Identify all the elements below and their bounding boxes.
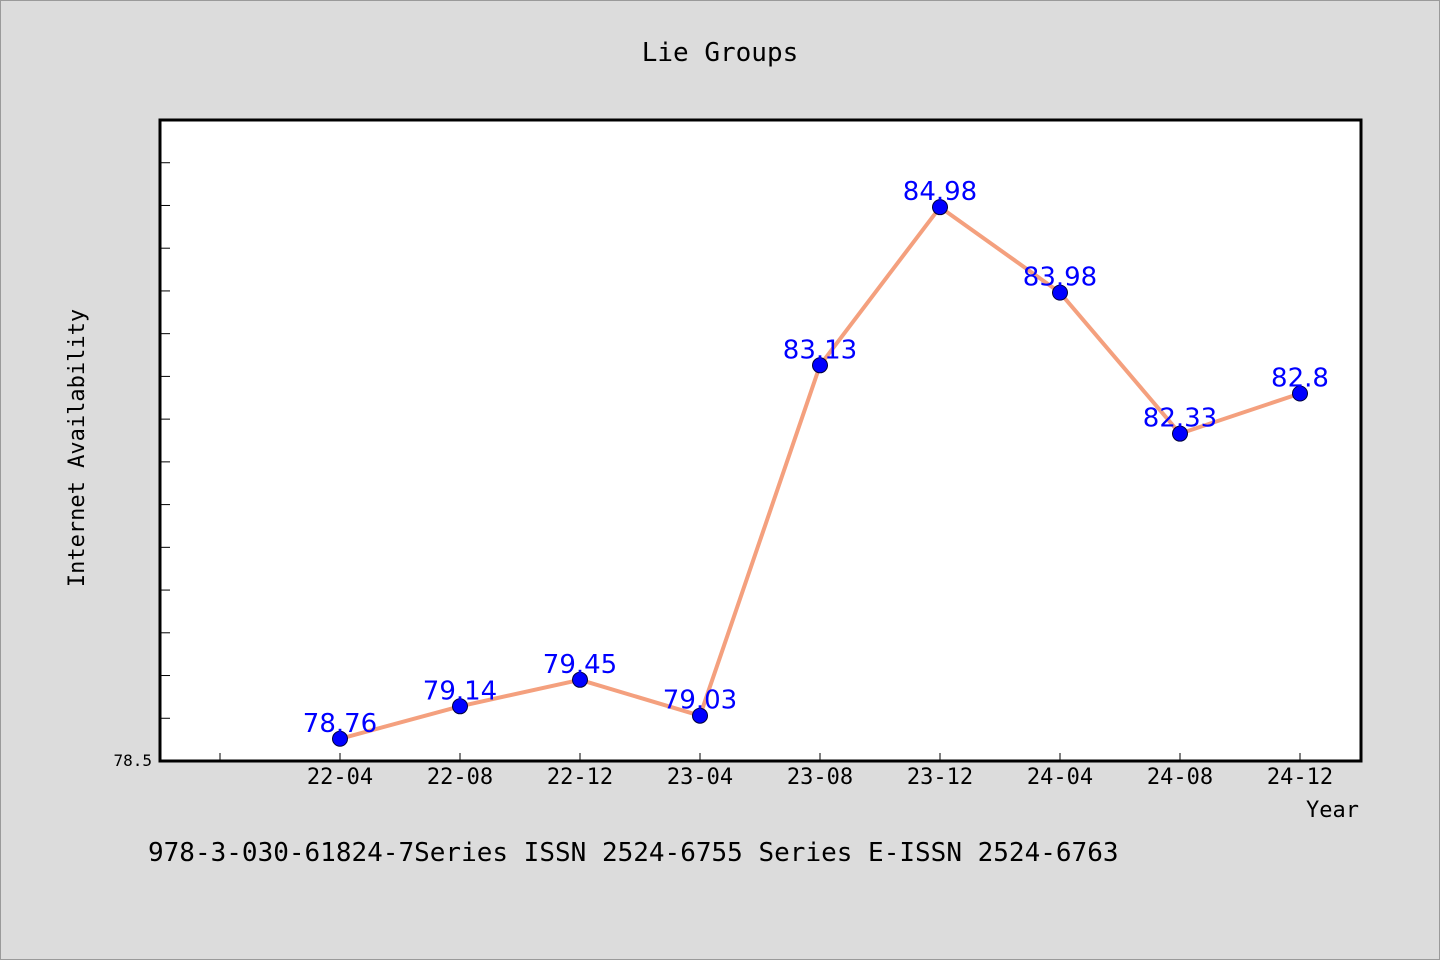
data-label: 82.8: [1271, 363, 1329, 393]
y-axis-ticks: [160, 162, 170, 762]
x-axis-ticks: 22-04 22-08 22-12 23-04 23-08 23-12 24-04 24-08…: [219, 753, 1333, 790]
series-layer: 78.76 79.14 79.45 79.03 83.13 84.98 83.98 82.33…: [303, 177, 1329, 747]
x-tick-label: 23-12: [907, 765, 973, 790]
chart-title: Lie Groups: [642, 38, 799, 68]
data-label: 79.03: [663, 686, 737, 716]
data-point: [1052, 284, 1068, 301]
x-tick-label: 24-12: [1267, 765, 1333, 790]
x-tick-label: 24-08: [1147, 765, 1213, 790]
x-tick-label: 22-12: [547, 765, 613, 790]
x-tick-label: 24-04: [1027, 765, 1093, 790]
data-point: [1292, 385, 1308, 402]
data-point: [932, 199, 948, 216]
data-label: 83.13: [783, 335, 857, 365]
x-axis-label: Year: [1306, 798, 1359, 823]
data-label: 79.45: [543, 650, 617, 680]
x-tick-label: 23-04: [667, 765, 733, 790]
y-tick-label: 78.5: [113, 751, 152, 770]
footer-isbn-text: 978-3-030-61824-7Series ISSN 2524-6755 S…: [148, 838, 1119, 868]
data-point: [812, 357, 828, 374]
x-tick-label: 23-08: [787, 765, 853, 790]
x-tick-label: 22-04: [307, 765, 373, 790]
data-label: 79.14: [423, 676, 497, 706]
data-label: 82.33: [1143, 404, 1217, 434]
data-point: [1172, 425, 1188, 442]
x-tick-label: 22-08: [427, 765, 493, 790]
data-label: 83.98: [1023, 263, 1097, 293]
y-axis-label: Internet Availability: [65, 309, 90, 587]
data-point: [452, 698, 468, 715]
plot-area: [158, 118, 1363, 763]
data-point: [692, 707, 708, 724]
data-label: 78.76: [303, 709, 377, 739]
data-point: [572, 671, 588, 688]
data-point: [332, 730, 348, 747]
data-label: 84.98: [903, 177, 977, 207]
